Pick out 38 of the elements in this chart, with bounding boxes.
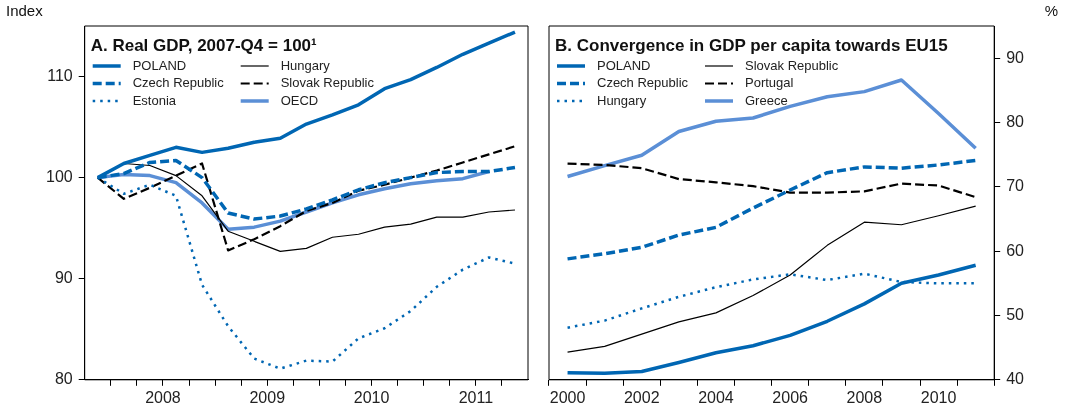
y2-tick-label: 80	[1006, 112, 1025, 130]
x-tick-label: 2008	[145, 388, 181, 406]
legend-label: Slovak Republic	[745, 57, 839, 73]
x-tick-label: 2008	[846, 388, 883, 406]
text: A. Real GDP, 2007-Q4 = 100¹	[90, 36, 318, 55]
legend-label: Czech Republic	[132, 75, 225, 91]
legend-label: POLAND	[132, 57, 187, 73]
x-tick-label: 2009	[249, 388, 286, 406]
y-tick-label: 100	[45, 168, 73, 186]
legend-label: Slovak Republic	[280, 75, 375, 91]
legend-label: OECD	[280, 92, 319, 108]
x-tick-label: 2000	[549, 388, 586, 406]
x-tick-label: 2010	[920, 388, 957, 406]
legend-label: Greece	[745, 92, 788, 108]
line-series	[565, 158, 978, 261]
y2-tick-label: 70	[1006, 177, 1025, 195]
x-tick-label: 2006	[772, 388, 809, 406]
legend-label: Portugal	[745, 75, 794, 91]
y-tick-label: 90	[54, 269, 73, 287]
x-tick-label: 2010	[353, 388, 390, 406]
y-axis-title: Index	[6, 2, 44, 19]
x-tick-label: 2011	[458, 388, 494, 406]
legend-label: POLAND	[597, 57, 651, 73]
line-series	[566, 162, 977, 199]
x-tick-label: 2004	[698, 388, 734, 406]
legend-label: Estonia	[132, 92, 177, 108]
legend-label: Hungary	[597, 92, 647, 108]
y2-tick-label: 40	[1006, 370, 1025, 388]
y2-tick-label: 90	[1006, 48, 1025, 66]
legend-label: Hungary	[280, 57, 331, 73]
y-tick-label: 80	[54, 370, 73, 388]
y2-tick-label: 50	[1006, 305, 1025, 323]
y-tick-label: 110	[47, 66, 73, 84]
x-tick-label: 2002	[623, 388, 660, 406]
y2-tick-label: 60	[1006, 241, 1025, 259]
legend-label: Czech Republic	[597, 75, 689, 91]
y2-axis-title: %	[1044, 2, 1058, 19]
text: B. Convergence in GDP per capita towards EU15	[555, 36, 948, 55]
